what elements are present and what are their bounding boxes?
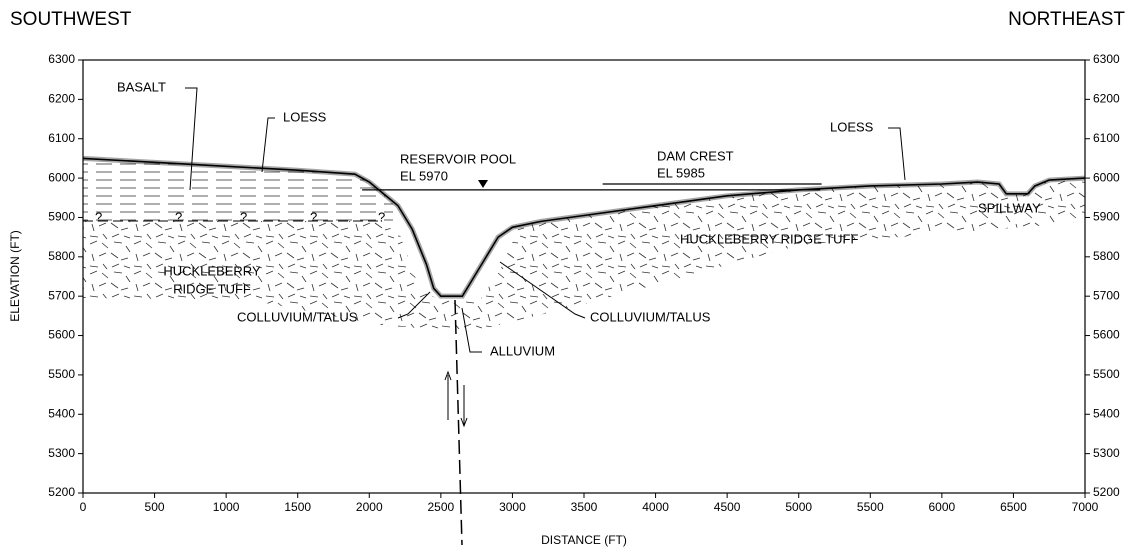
x-tick-label: 2500 [428, 500, 455, 514]
x-tick-label: 3000 [499, 500, 526, 514]
x-tick-label: 5500 [857, 500, 884, 514]
annotation: COLLUVIUM/TALUS [237, 309, 358, 324]
y2-tick-label: 5300 [1093, 446, 1120, 460]
y-tick-label: 5700 [48, 288, 75, 302]
y-tick-label: 6100 [48, 131, 75, 145]
annotation: LOESS [283, 109, 327, 124]
annotation: ALLUVIUM [490, 343, 555, 358]
x-tick-label: 1500 [284, 500, 311, 514]
x-tick-label: 4500 [714, 500, 741, 514]
x-tick-label: 4000 [642, 500, 669, 514]
y-tick-label: 6000 [48, 170, 75, 184]
y2-tick-label: 5600 [1093, 328, 1120, 342]
geology-fills [83, 158, 1085, 332]
y2-tick-label: 5400 [1093, 406, 1120, 420]
y-tick-label: 5600 [48, 328, 75, 342]
y2-tick-label: 6000 [1093, 170, 1120, 184]
y-tick-label: 5800 [48, 249, 75, 263]
x-tick-label: 1000 [213, 500, 240, 514]
y2-tick-label: 5900 [1093, 210, 1120, 224]
y-axis-label: ELEVATION (FT) [8, 230, 22, 322]
y-tick-label: 6200 [48, 92, 75, 106]
reference-value-label: EL 5970 [400, 168, 448, 183]
x-tick-label: 0 [80, 500, 87, 514]
annotation: BASALT [117, 79, 166, 94]
y-tick-label: 5400 [48, 406, 75, 420]
y-tick-label: 5200 [48, 485, 75, 499]
y2-tick-label: 5200 [1093, 485, 1120, 499]
y-tick-label: 5300 [48, 446, 75, 460]
x-tick-label: 500 [145, 500, 165, 514]
annotation: COLLUVIUM/TALUS [590, 309, 711, 324]
annotation: HUCKLEBERRY [163, 263, 261, 278]
y2-tick-label: 6100 [1093, 131, 1120, 145]
annotation: ? [310, 209, 317, 224]
y2-tick-label: 5500 [1093, 367, 1120, 381]
fault [454, 299, 463, 546]
y-tick-label: 5500 [48, 367, 75, 381]
left-title: SOUTHWEST [10, 9, 132, 30]
y-tick-label: 6300 [48, 52, 75, 66]
y2-tick-label: 6200 [1093, 92, 1120, 106]
x-axis-label: DISTANCE (FT) [541, 533, 627, 547]
right-title: NORTHEAST [1008, 9, 1125, 30]
reference-label: DAM CREST [657, 148, 734, 163]
reference-value-label: EL 5985 [657, 165, 705, 180]
x-tick-label: 5000 [785, 500, 812, 514]
x-tick-label: 3500 [571, 500, 598, 514]
reference-label: RESERVOIR POOL [400, 151, 516, 166]
x-tick-label: 7000 [1072, 500, 1099, 514]
annotation: ? [95, 209, 102, 224]
ground-surface [82, 157, 1086, 297]
y-tick-label: 5900 [48, 210, 75, 224]
annotation: HUCKLEBERRY RIDGE TUFF [680, 231, 858, 246]
y2-tick-label: 5700 [1093, 288, 1120, 302]
fault-arrows [444, 370, 468, 428]
annotation: LOESS [830, 119, 874, 134]
x-tick-label: 2000 [356, 500, 383, 514]
annotation: ? [240, 209, 247, 224]
annotation: SPILLWAY [978, 200, 1041, 215]
water-symbol [478, 180, 488, 188]
x-tick-label: 6500 [1000, 500, 1027, 514]
annotation: RIDGE TUFF [173, 281, 251, 296]
x-tick-label: 6000 [929, 500, 956, 514]
leaders [185, 87, 906, 353]
annotation: ? [378, 209, 385, 224]
annotation: ? [175, 209, 182, 224]
y2-tick-label: 5800 [1093, 249, 1120, 263]
y2-tick-label: 6300 [1093, 52, 1120, 66]
